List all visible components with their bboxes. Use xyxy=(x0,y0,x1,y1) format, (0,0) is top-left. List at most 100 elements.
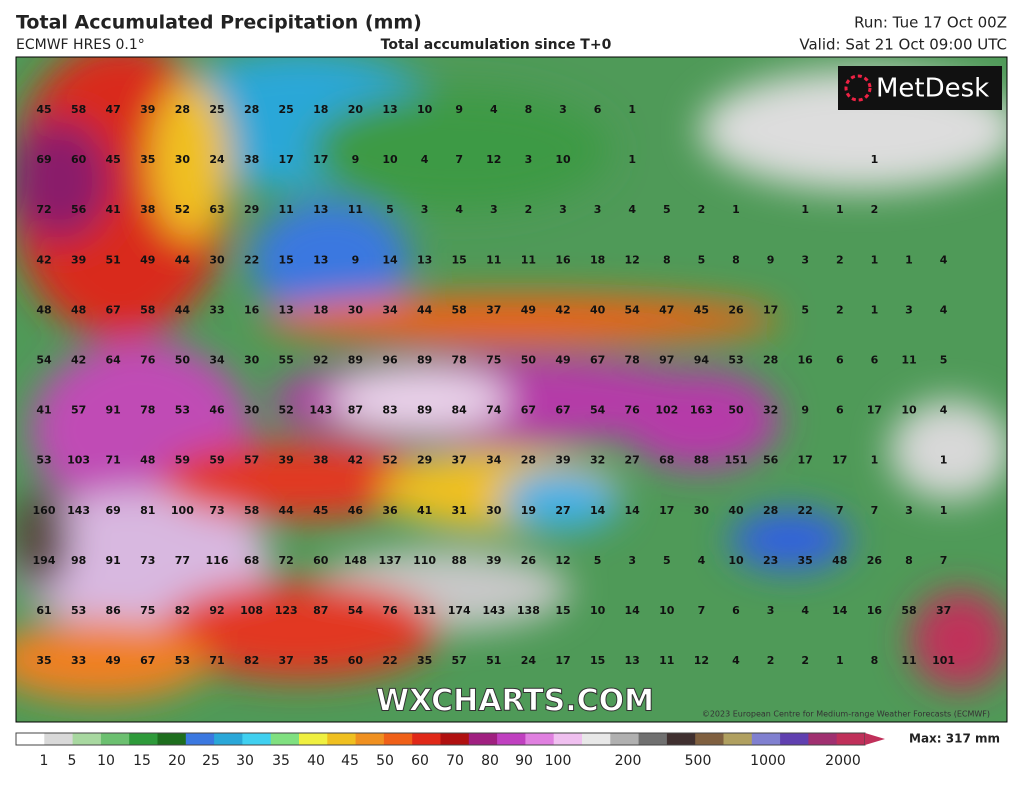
grid-value: 30 xyxy=(348,303,364,316)
grid-value: 22 xyxy=(382,654,397,667)
grid-value: 14 xyxy=(625,504,641,517)
grid-value: 44 xyxy=(175,303,191,316)
grid-value: 32 xyxy=(763,404,778,417)
grid-value: 71 xyxy=(209,654,224,667)
grid-value: 39 xyxy=(279,454,294,467)
grid-value: 42 xyxy=(348,454,363,467)
run: Run: Tue 17 Oct 00Z xyxy=(854,14,1007,32)
grid-value: 72 xyxy=(36,203,51,216)
grid-value: 14 xyxy=(625,604,641,617)
grid-value: 1 xyxy=(871,303,879,316)
grid-value: 58 xyxy=(140,303,155,316)
grid-value: 39 xyxy=(140,103,155,116)
grid-value: 14 xyxy=(832,604,848,617)
grid-value: 3 xyxy=(905,504,913,517)
grid-value: 34 xyxy=(382,303,398,316)
grid-value: 102 xyxy=(655,404,678,417)
colorbar-swatch xyxy=(129,733,158,745)
grid-value: 4 xyxy=(940,404,948,417)
colorbar-label: 1000 xyxy=(750,753,786,769)
grid-value: 15 xyxy=(452,253,467,266)
grid-value: 68 xyxy=(244,554,259,567)
grid-value: 15 xyxy=(590,654,605,667)
grid-value: 45 xyxy=(694,303,709,316)
grid-value: 143 xyxy=(309,404,332,417)
grid-value: 39 xyxy=(555,454,570,467)
grid-value: 16 xyxy=(867,604,883,617)
grid-value: 17 xyxy=(313,153,328,166)
grid-value: 89 xyxy=(417,354,432,367)
grid-value: 3 xyxy=(801,253,809,266)
grid-value: 13 xyxy=(382,103,397,116)
grid-value: 53 xyxy=(728,354,743,367)
grid-value: 48 xyxy=(36,303,51,316)
colorbar-swatch xyxy=(582,733,611,745)
grid-value: 110 xyxy=(413,554,436,567)
grid-value: 160 xyxy=(33,504,56,517)
grid-value: 30 xyxy=(175,153,191,166)
grid-value: 49 xyxy=(140,253,155,266)
grid-value: 2 xyxy=(871,203,879,216)
colorbar-swatch xyxy=(100,733,130,745)
grid-value: 13 xyxy=(625,654,640,667)
grid-value: 61 xyxy=(36,604,51,617)
grid-value: 1 xyxy=(905,253,913,266)
grid-value: 44 xyxy=(279,504,295,517)
grid-value: 138 xyxy=(517,604,540,617)
grid-value: 143 xyxy=(482,604,505,617)
grid-value: 42 xyxy=(36,253,51,266)
grid-value: 10 xyxy=(555,153,571,166)
grid-value: 76 xyxy=(625,404,641,417)
grid-value: 16 xyxy=(555,253,571,266)
grid-value: 28 xyxy=(175,103,190,116)
grid-value: 57 xyxy=(244,454,259,467)
grid-value: 7 xyxy=(455,153,463,166)
grid-value: 14 xyxy=(590,504,606,517)
grid-value: 71 xyxy=(106,454,121,467)
grid-value: 17 xyxy=(279,153,294,166)
grid-value: 17 xyxy=(659,504,674,517)
grid-value: 40 xyxy=(590,303,606,316)
grid-value: 22 xyxy=(244,253,259,266)
grid-value: 50 xyxy=(728,404,744,417)
grid-value: 89 xyxy=(417,404,432,417)
grid-value: 108 xyxy=(240,604,263,617)
grid-value: 27 xyxy=(625,454,640,467)
grid-value: 24 xyxy=(209,153,225,166)
grid-value: 73 xyxy=(140,554,155,567)
title: Total Accumulated Precipitation (mm) xyxy=(16,12,422,34)
grid-value: 54 xyxy=(36,354,52,367)
grid-value: 7 xyxy=(836,504,844,517)
grid-value: 74 xyxy=(486,404,502,417)
max-label: Max: 317 mm xyxy=(909,732,1000,746)
grid-value: 103 xyxy=(67,454,90,467)
grid-value: 28 xyxy=(521,454,536,467)
grid-value: 36 xyxy=(382,504,398,517)
grid-value: 2 xyxy=(801,654,809,667)
colorbar-swatch xyxy=(751,733,781,745)
grid-value: 91 xyxy=(106,554,121,567)
grid-value: 4 xyxy=(698,554,706,567)
colorbar-label: 500 xyxy=(685,753,712,769)
grid-value: 8 xyxy=(525,103,533,116)
colorbar-label: 10 xyxy=(97,753,115,769)
grid-value: 67 xyxy=(555,404,570,417)
grid-value: 54 xyxy=(625,303,641,316)
subtitle: Total accumulation since T+0 xyxy=(381,37,612,53)
grid-value: 6 xyxy=(836,354,844,367)
grid-value: 5 xyxy=(386,203,394,216)
grid-value: 83 xyxy=(382,404,397,417)
grid-value: 4 xyxy=(421,153,429,166)
grid-value: 76 xyxy=(140,354,156,367)
grid-value: 86 xyxy=(106,604,122,617)
grid-value: 48 xyxy=(832,554,847,567)
colorbar-swatch xyxy=(44,733,74,745)
grid-value: 15 xyxy=(555,604,570,617)
grid-value: 4 xyxy=(628,203,636,216)
grid-value: 18 xyxy=(590,253,605,266)
grid-value: 63 xyxy=(209,203,224,216)
colorbar-label: 90 xyxy=(515,753,533,769)
grid-value: 100 xyxy=(171,504,194,517)
model: ECMWF HRES 0.1° xyxy=(16,37,145,53)
